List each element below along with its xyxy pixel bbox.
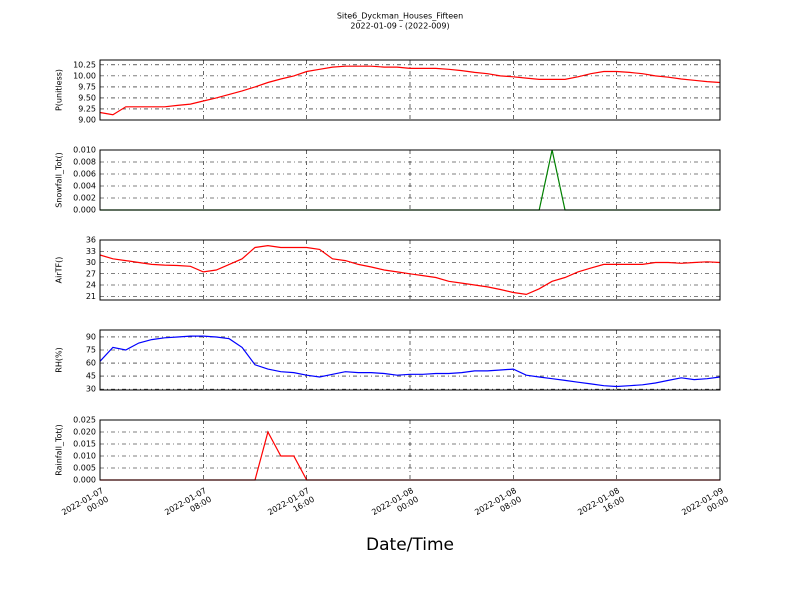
y-tick-label: 9.50 bbox=[78, 93, 96, 102]
y-tick-label: 10.25 bbox=[73, 60, 96, 69]
y-tick-label: 9.00 bbox=[78, 116, 96, 125]
y-tick-label: 21 bbox=[86, 292, 96, 301]
y-tick-label: 33 bbox=[86, 247, 96, 256]
line bbox=[99, 65, 721, 116]
plot-frame bbox=[99, 329, 721, 391]
y-tick-label: 0.015 bbox=[73, 440, 96, 449]
y-tick-label: 0.010 bbox=[73, 146, 96, 155]
y-tick-label: 0.006 bbox=[73, 170, 96, 179]
x-axis-title: Date/Time bbox=[366, 535, 454, 555]
chart-title: Site6_Dyckman_Houses_Fifteen bbox=[337, 12, 463, 21]
y-tick-label: 75 bbox=[86, 346, 96, 355]
plot-frame bbox=[99, 239, 721, 301]
y-tick-label: 0.008 bbox=[73, 158, 96, 167]
y-tick-label: 30 bbox=[86, 385, 96, 394]
y-tick-label: 0.002 bbox=[73, 194, 96, 203]
y-axis-title: RH(%) bbox=[55, 347, 64, 372]
y-axis-title: Snowfall_Tot() bbox=[55, 152, 64, 208]
plot-frame bbox=[99, 419, 721, 481]
y-tick-label: 0.025 bbox=[73, 416, 96, 425]
line bbox=[99, 244, 721, 296]
y-tick-label: 90 bbox=[86, 332, 96, 341]
y-tick-label: 0.000 bbox=[73, 206, 96, 215]
y-tick-label: 0.004 bbox=[73, 182, 96, 191]
y-tick-label: 0.010 bbox=[73, 452, 96, 461]
y-tick-label: 9.75 bbox=[78, 82, 96, 91]
plot-frame bbox=[99, 59, 721, 121]
y-tick-label: 24 bbox=[86, 281, 96, 290]
plot-frame bbox=[99, 149, 721, 211]
y-axis-title: P(unitless) bbox=[55, 69, 64, 111]
y-axis-title: AirTF() bbox=[55, 257, 64, 284]
y-tick-label: 9.25 bbox=[78, 104, 96, 113]
y-tick-label: 0.020 bbox=[73, 428, 96, 437]
y-axis-title: Rainfall_Tot() bbox=[55, 424, 64, 476]
y-tick-label: 10.00 bbox=[73, 71, 96, 80]
y-tick-label: 0.005 bbox=[73, 464, 96, 473]
chart-subtitle: 2022-01-09 - (2022-009) bbox=[350, 22, 449, 31]
y-tick-label: 27 bbox=[86, 269, 96, 278]
y-tick-label: 45 bbox=[86, 372, 96, 381]
y-tick-label: 0.000 bbox=[73, 476, 96, 485]
y-tick-label: 60 bbox=[86, 359, 96, 368]
line bbox=[99, 335, 721, 388]
y-tick-label: 36 bbox=[86, 236, 96, 245]
y-tick-label: 30 bbox=[86, 258, 96, 267]
